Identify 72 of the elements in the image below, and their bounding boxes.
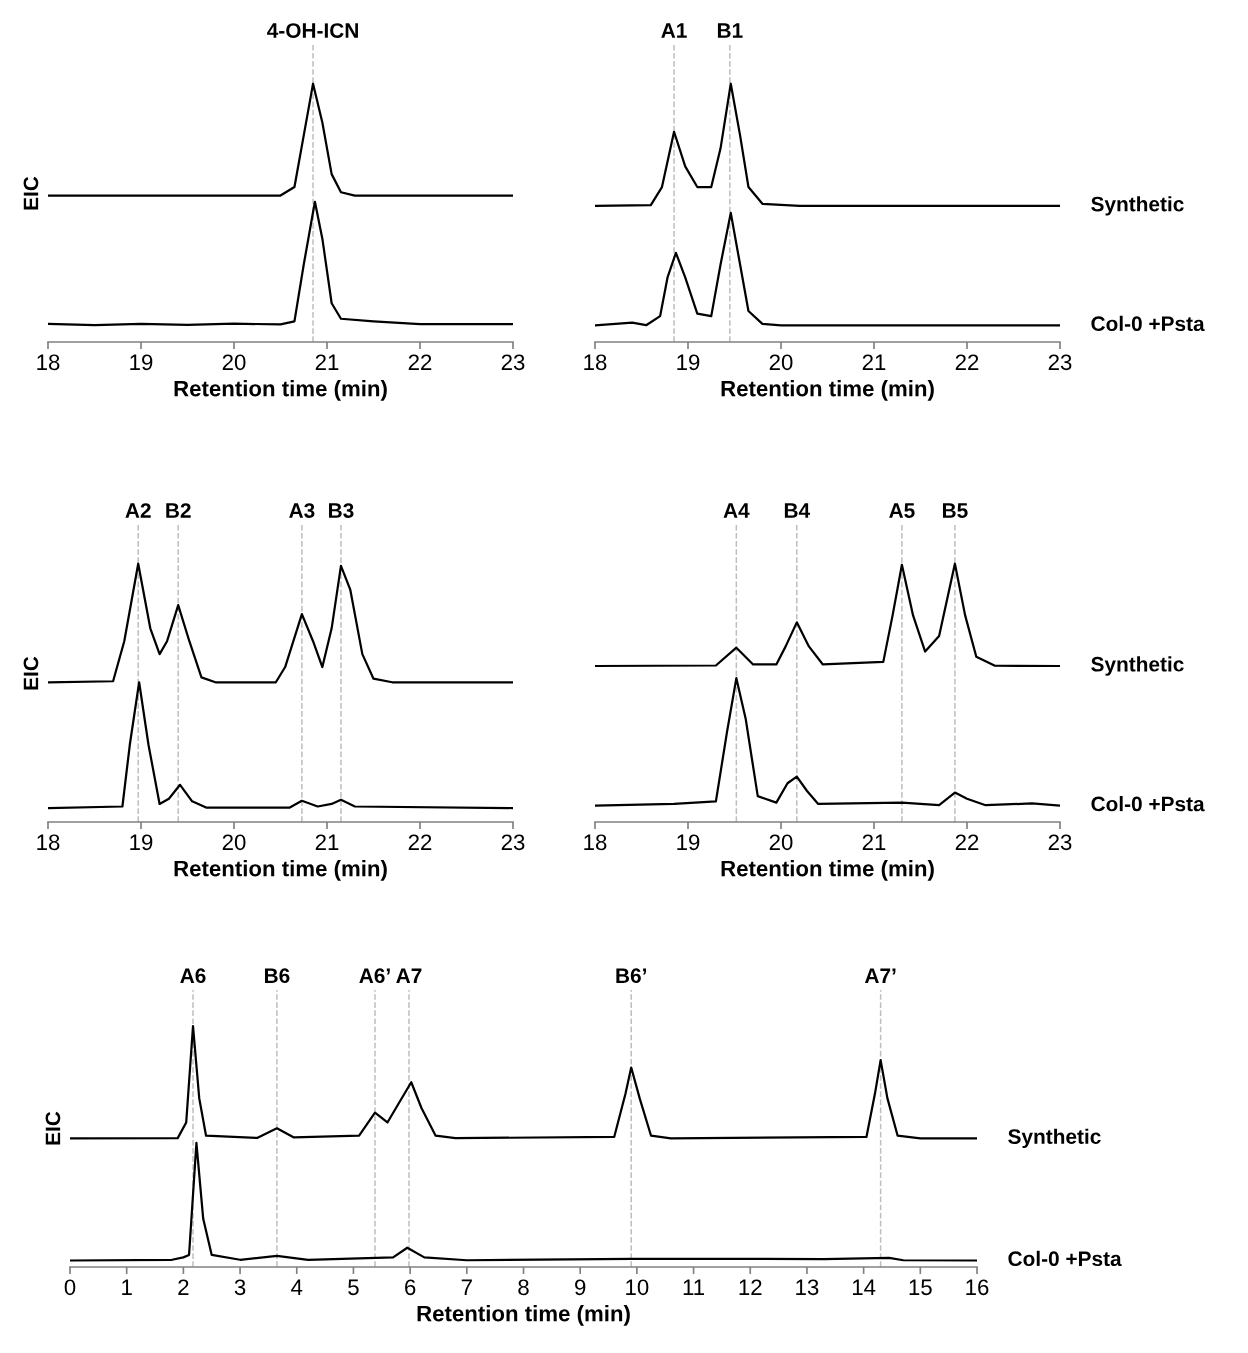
x-tick-label: 10	[626, 1279, 649, 1296]
x-tick-label: 21	[315, 834, 339, 850]
x-axis-title: Retention time (min)	[721, 380, 934, 401]
x-tick-label: 20	[222, 834, 246, 851]
y-axis-title: EIC	[45, 1111, 61, 1145]
x-tick-label: 0	[64, 1279, 76, 1296]
x-tick-label: 6	[405, 1279, 416, 1296]
x-tick-label: 22	[408, 354, 432, 370]
x-tick-label: 19	[130, 354, 153, 371]
x-tick-label: 3	[234, 1279, 246, 1296]
ref-line-label: B6’	[616, 968, 646, 984]
x-axis-title: Retention time (min)	[174, 380, 387, 401]
x-tick-label: 21	[862, 354, 886, 370]
x-tick-label: 18	[37, 834, 60, 851]
ref-line-label: B1	[717, 23, 743, 38]
x-tick-label: 15	[909, 1279, 932, 1296]
series-label: Synthetic	[1008, 1128, 1101, 1149]
x-tick-label: 20	[769, 354, 793, 371]
x-tick-label: 21	[315, 354, 339, 370]
ref-line-label: B6	[264, 968, 290, 984]
x-tick-label: 23	[1048, 354, 1072, 371]
ref-line-label: B4	[784, 503, 811, 518]
x-tick-label: 19	[130, 834, 153, 851]
x-tick-label: 5	[348, 1279, 359, 1296]
ref-line-label: B3	[329, 503, 354, 518]
y-axis-title: EIC	[23, 656, 39, 690]
x-tick-label: 18	[37, 354, 60, 371]
ref-line-label: B2	[166, 503, 191, 518]
x-axis-title: Retention time (min)	[417, 1305, 630, 1326]
x-tick-label: 18	[584, 834, 607, 851]
ref-line-label: A4	[723, 503, 750, 518]
x-axis-title: Retention time (min)	[721, 860, 934, 881]
x-tick-label: 18	[584, 354, 607, 371]
x-tick-label: 22	[955, 354, 979, 370]
x-tick-label: 12	[739, 1279, 762, 1295]
x-tick-label: 19	[677, 834, 700, 851]
x-tick-label: 2	[178, 1279, 189, 1295]
x-tick-label: 14	[852, 1279, 876, 1295]
x-tick-label: 9	[575, 1279, 586, 1296]
x-tick-label: 23	[1048, 834, 1072, 851]
x-tick-label: 19	[677, 354, 700, 371]
ref-line-label: A3	[289, 503, 315, 518]
x-tick-label: 13	[796, 1279, 819, 1296]
ref-line-label: A6’	[359, 968, 390, 984]
x-axis-title: Retention time (min)	[174, 860, 387, 881]
x-tick-label: 22	[955, 834, 979, 850]
ref-line-label: A7’	[864, 968, 896, 983]
y-axis-title: EIC	[23, 176, 39, 210]
series-label: Synthetic	[1091, 656, 1184, 676]
x-tick-label: 1	[122, 1279, 132, 1295]
ref-line-label: A7	[396, 968, 422, 983]
series-label: Synthetic	[1091, 196, 1184, 216]
x-tick-label: 23	[501, 834, 525, 851]
x-tick-label: 21	[862, 834, 886, 850]
ref-line-label: 4-OH-ICN	[267, 23, 358, 38]
x-tick-label: 20	[769, 834, 793, 851]
ref-line-label: A1	[661, 23, 687, 38]
x-tick-label: 7	[461, 1279, 472, 1295]
x-tick-label: 23	[501, 354, 525, 371]
ref-line-label: A5	[889, 503, 915, 518]
x-tick-label: 4	[291, 1279, 303, 1295]
ref-line-label: A6	[180, 968, 206, 984]
x-tick-label: 11	[683, 1279, 705, 1295]
series-label: Col-0 +Psta	[1091, 315, 1205, 332]
x-tick-label: 16	[966, 1279, 989, 1296]
ref-line-label: B5	[942, 503, 968, 518]
ref-line-label: A2	[125, 503, 151, 518]
series-label: Col-0 +Psta	[1008, 1250, 1122, 1267]
series-label: Col-0 +Psta	[1091, 796, 1205, 812]
x-tick-label: 20	[222, 354, 246, 371]
x-tick-label: 22	[408, 834, 432, 850]
x-tick-label: 8	[518, 1279, 529, 1296]
